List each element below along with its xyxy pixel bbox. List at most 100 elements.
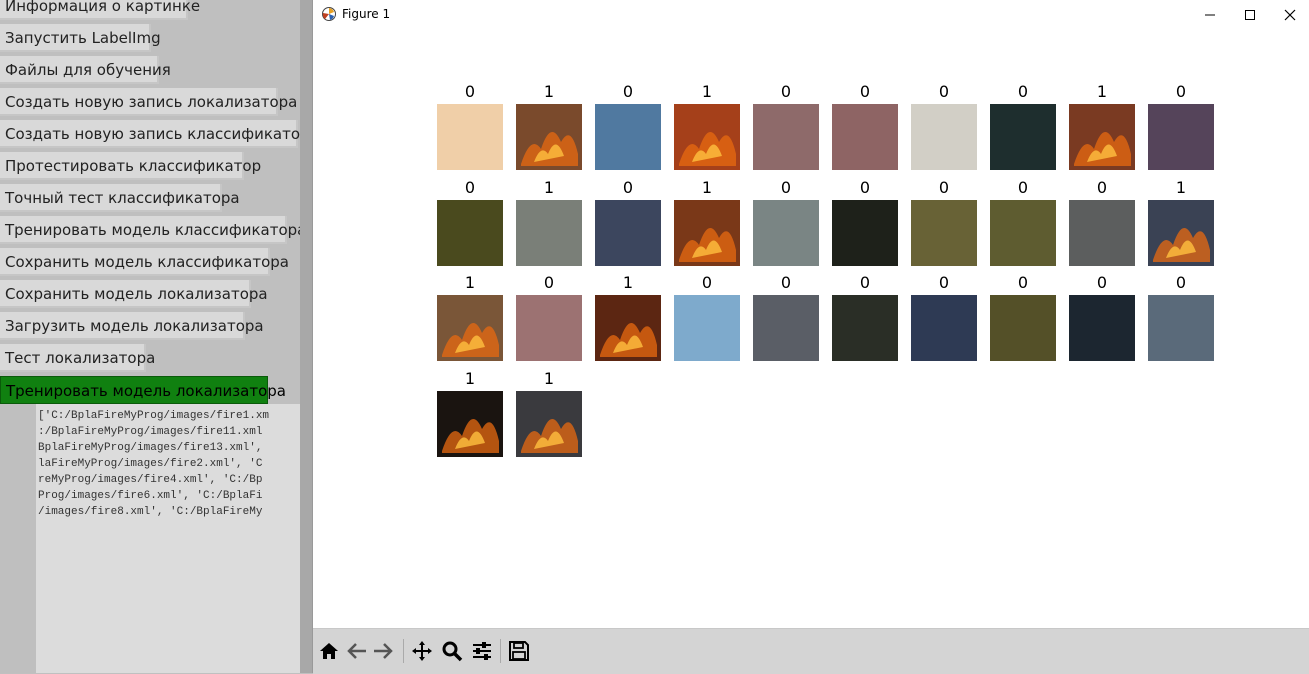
fire-glow <box>1074 132 1131 166</box>
command-button[interactable]: Тест локализатора <box>0 344 155 372</box>
command-button[interactable]: Протестировать классификатор <box>0 152 261 180</box>
class-label: 1 <box>543 177 555 197</box>
image-thumbnail <box>990 199 1056 266</box>
command-button[interactable]: Создать новую запись локализатора <box>0 88 297 116</box>
home-button[interactable] <box>317 639 341 663</box>
command-button[interactable]: Сохранить модель локализатора <box>0 280 268 308</box>
zoom-button[interactable] <box>440 639 464 663</box>
class-label: 1 <box>543 368 555 388</box>
fire-glow <box>521 418 578 453</box>
class-label: 0 <box>1017 273 1029 292</box>
thumbnail-fill <box>437 104 503 170</box>
class-label: 0 <box>1017 177 1029 197</box>
thumbnail-fill <box>516 295 582 361</box>
command-button[interactable]: Создать новую запись классификатора <box>0 120 319 148</box>
forward-button[interactable] <box>371 639 395 663</box>
minimize-button[interactable] <box>1190 0 1230 30</box>
image-cell: 0 <box>674 273 740 361</box>
image-cell: 0 <box>832 178 898 266</box>
fire-glow <box>1153 227 1210 262</box>
image-cell: 0 <box>437 178 503 266</box>
class-label: 0 <box>1096 177 1108 197</box>
command-button[interactable]: Запустить LabelImg <box>0 24 161 52</box>
image-thumbnail <box>990 104 1056 170</box>
thumbnail-fill <box>990 104 1056 170</box>
fire-core <box>613 335 643 353</box>
image-thumbnail <box>674 295 740 361</box>
class-label: 0 <box>464 82 476 101</box>
figure-window: Figure 1 0 1 0 1 0 0 0 0 1 0 0 1 0 1 0 0 0 0 0 1 1 0 1 0 0 0 0 0 0 0 1… <box>312 0 1309 674</box>
image-thumbnail <box>753 295 819 361</box>
fire-core <box>692 239 722 258</box>
toolbar-separator <box>500 639 501 663</box>
fire-core <box>1166 239 1196 258</box>
image-cell: 1 <box>516 82 582 170</box>
app-control-panel: Информация о картинке Запустить LabelImg Ф… <box>0 0 319 673</box>
fire-core <box>534 144 564 162</box>
command-button[interactable]: Сохранить модель классификатора <box>0 248 289 276</box>
image-thumbnail <box>516 199 582 266</box>
command-button[interactable]: Загрузить модель локализатора <box>0 312 264 340</box>
configure-subplots-icon <box>473 642 491 660</box>
command-button[interactable]: Файлы для обучения <box>0 56 171 84</box>
image-thumbnail <box>911 104 977 170</box>
image-thumbnail <box>1069 295 1135 361</box>
image-cell: 1 <box>595 273 661 361</box>
thumbnail-fill <box>753 295 819 361</box>
command-button[interactable]: Тренировать модель локализатора <box>0 376 286 404</box>
thumbnail-fill <box>911 104 977 170</box>
maximize-icon <box>1245 10 1255 20</box>
back-button[interactable] <box>345 639 369 663</box>
save-icon <box>509 641 529 661</box>
figure-canvas[interactable]: 0 1 0 1 0 0 0 0 1 0 0 1 0 1 0 0 0 0 0 1 1 0 1 0 0 0 0 0 0 0 1 1 <box>313 30 1309 628</box>
log-output-box[interactable]: ['C:/BplaFireMyProg/images/fire1.xm :/Bp… <box>36 404 300 673</box>
image-cell: 0 <box>595 178 661 266</box>
thumbnail-fill <box>832 295 898 361</box>
close-button[interactable] <box>1270 0 1309 30</box>
fire-glow <box>521 132 578 166</box>
image-thumbnail <box>516 390 582 457</box>
image-cell: 1 <box>1069 82 1135 170</box>
command-button[interactable]: Информация о картинке <box>0 0 200 20</box>
image-thumbnail <box>911 295 977 361</box>
image-thumbnail <box>990 295 1056 361</box>
image-cell: 0 <box>911 82 977 170</box>
zoom-icon <box>442 641 463 662</box>
image-thumbnail <box>437 295 503 361</box>
image-thumbnail <box>1148 295 1214 361</box>
figure-title: Figure 1 <box>342 7 391 21</box>
image-thumbnail <box>1069 104 1135 170</box>
maximize-button[interactable] <box>1230 0 1270 30</box>
image-thumbnail <box>1069 199 1135 266</box>
class-label: 0 <box>780 177 792 197</box>
fire-core <box>455 335 485 353</box>
class-label: 1 <box>1175 177 1187 197</box>
class-label: 0 <box>622 177 634 197</box>
class-label: 0 <box>780 82 792 101</box>
image-cell: 0 <box>1069 273 1135 361</box>
class-label: 0 <box>938 177 950 197</box>
figure-titlebar[interactable]: Figure 1 <box>313 0 1309 30</box>
configure-subplots-button[interactable] <box>470 639 494 663</box>
image-cell: 0 <box>832 82 898 170</box>
image-thumbnail <box>437 390 503 457</box>
thumbnail-fill <box>911 295 977 361</box>
image-thumbnail <box>753 199 819 266</box>
thumbnail-fill <box>595 199 661 266</box>
fire-glow <box>442 418 499 453</box>
pan-button[interactable] <box>410 639 434 663</box>
save-button[interactable] <box>507 639 531 663</box>
fire-glow <box>600 323 657 357</box>
class-label: 1 <box>464 273 476 292</box>
class-label: 0 <box>464 177 476 197</box>
image-cell: 0 <box>911 178 977 266</box>
thumbnail-fill <box>1069 199 1135 266</box>
image-cell: 0 <box>990 178 1056 266</box>
image-thumbnail <box>516 104 582 170</box>
command-button[interactable]: Тренировать модель классификатора <box>0 216 306 244</box>
image-thumbnail <box>437 199 503 266</box>
image-thumbnail <box>832 104 898 170</box>
command-button[interactable]: Точный тест классификатора <box>0 184 240 212</box>
image-thumbnail <box>832 199 898 266</box>
forward-icon <box>374 643 393 659</box>
